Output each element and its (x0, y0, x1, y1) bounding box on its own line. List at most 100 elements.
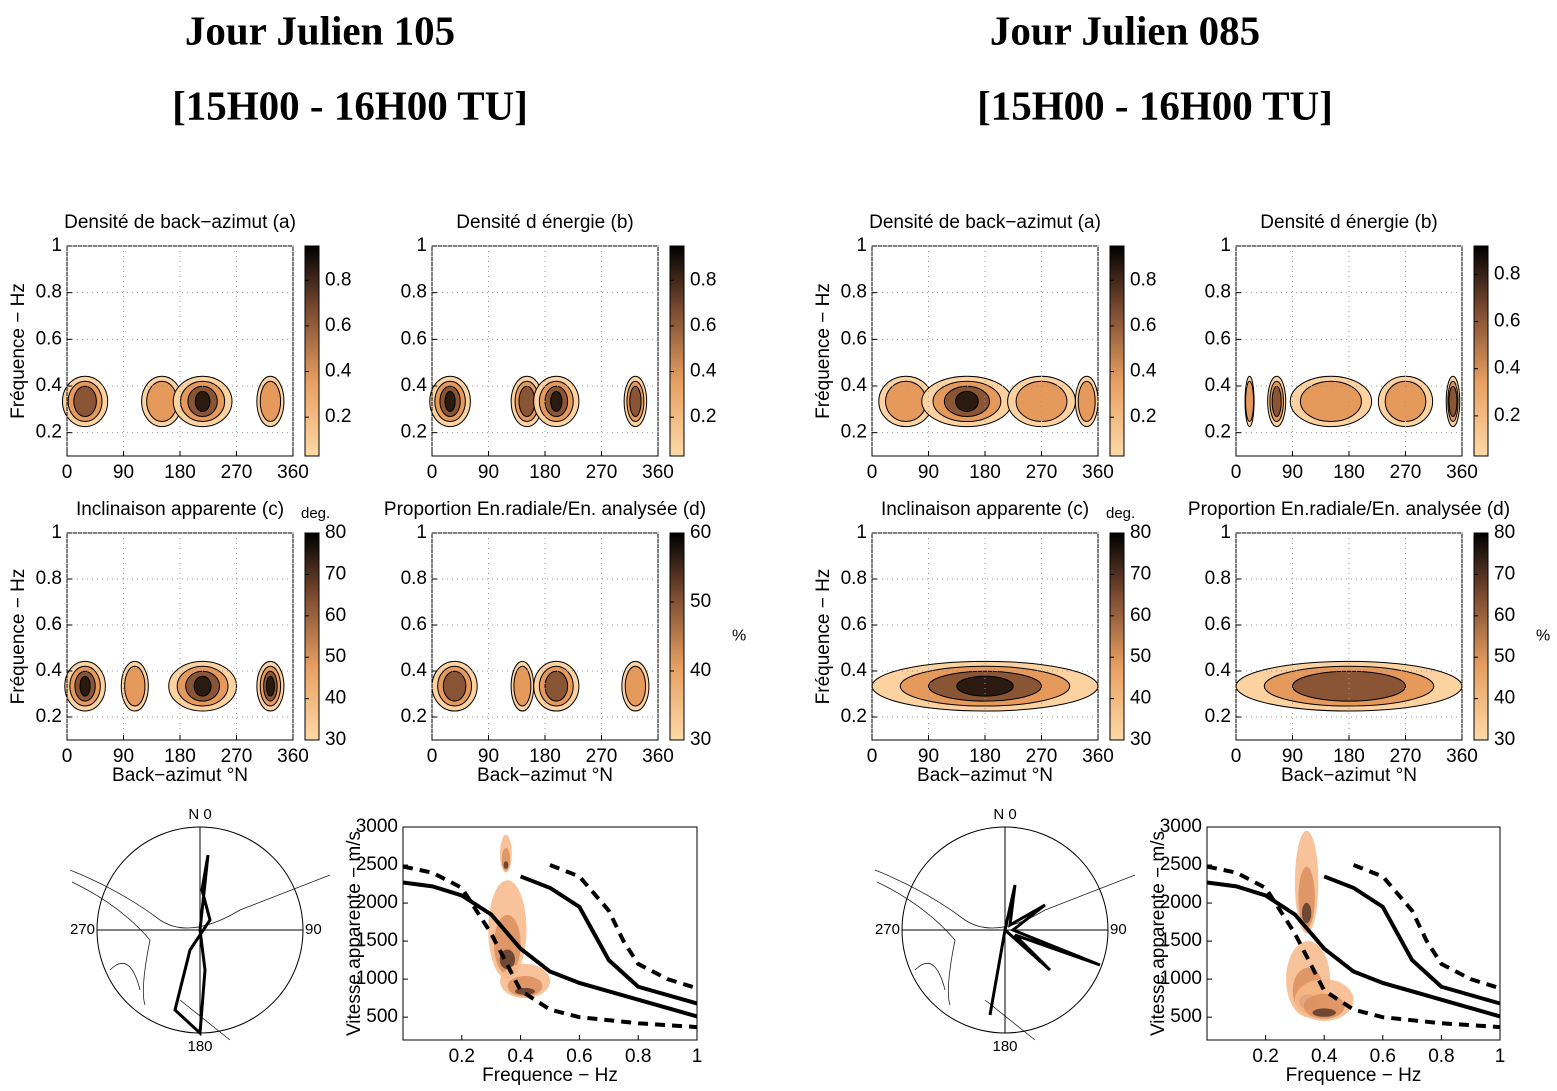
colorbar-tick-label: 40 (690, 660, 711, 681)
density-layer (1286, 830, 1354, 1021)
curve (1323, 874, 1501, 1006)
y-tick-label: 2500 (1160, 854, 1202, 875)
contour (518, 385, 536, 418)
contour (146, 380, 178, 423)
y-tick-label: 0.8 (401, 282, 427, 303)
y-tick-label: 0.6 (36, 614, 62, 635)
colorbar-label: % (732, 628, 746, 645)
chart-title: Densité d énergie (b) (1260, 212, 1437, 233)
y-tick-label: 1 (416, 235, 427, 256)
x-tick-label: 0.2 (449, 1046, 475, 1067)
chart-title: Proportion En.radiale/En. analysée (d) (384, 499, 706, 520)
curve (402, 864, 698, 1030)
y-tick-label: 0.6 (1205, 328, 1231, 349)
contour (885, 380, 927, 423)
colorbar-tick-label: 0.6 (690, 315, 716, 336)
x-tick-label: 0.8 (1428, 1046, 1454, 1067)
colorbar-tick-label: 80 (1130, 522, 1151, 543)
contour (193, 675, 212, 697)
colorbar-tick-label: 70 (1494, 563, 1515, 584)
y-tick-label: 2500 (356, 854, 398, 875)
y-tick-label: 0.4 (1205, 375, 1232, 396)
chart-title: Inclinaison apparente (c) (881, 499, 1089, 520)
y-tick-label: 0.2 (36, 422, 62, 443)
x-tick-label: 360 (642, 746, 674, 767)
colorbar-tick-label: 30 (1494, 729, 1515, 750)
coastline (69, 869, 331, 1041)
heading-subtitle: [15H00 - 16H00 TU] (172, 82, 528, 128)
x-tick-label: 180 (1333, 462, 1365, 483)
contour (1077, 380, 1096, 423)
y-axis-label: Fréquence − Hz (813, 283, 834, 419)
y-tick-label: 1500 (1160, 930, 1202, 951)
y-tick-label: 0.8 (1205, 282, 1231, 303)
colorbar-tick-label: 50 (690, 591, 711, 612)
contour (1448, 385, 1458, 418)
contour (1299, 380, 1362, 423)
y-tick-label: 0.8 (36, 282, 62, 303)
x-axis-label: Back−azimut °N (917, 765, 1053, 786)
x-tick-label: 180 (529, 462, 561, 483)
y-tick-label: 0.4 (401, 375, 428, 396)
x-tick-label: 270 (1026, 462, 1058, 483)
y-tick-label: 0.2 (841, 706, 867, 727)
contour-layer (1244, 375, 1461, 428)
contour-layer (429, 375, 648, 428)
curve (402, 880, 698, 1019)
y-tick-label: 0.6 (1205, 614, 1231, 635)
colorbar-tick-label: 0.8 (690, 269, 716, 290)
colorbar-tick-label: 80 (1494, 522, 1515, 543)
x-tick-label: 90 (918, 746, 939, 767)
rose (988, 884, 1101, 1016)
colorbar (1473, 532, 1489, 741)
density-blob (1301, 902, 1312, 924)
y-tick-label: 0.8 (841, 282, 867, 303)
x-tick-label: 270 (586, 746, 618, 767)
curve (1352, 863, 1501, 991)
y-tick-label: 0.8 (401, 568, 427, 589)
y-axis-label: Fréquence − Hz (8, 283, 29, 419)
curve (549, 863, 698, 991)
colorbar-label: deg. (301, 505, 330, 522)
y-tick-label: 0.4 (841, 375, 868, 396)
x-tick-label: 1 (692, 1046, 703, 1067)
x-tick-label: 0 (1231, 746, 1242, 767)
colorbar (1109, 245, 1125, 457)
y-tick-label: 1000 (356, 968, 398, 989)
x-tick-label: 180 (164, 462, 196, 483)
y-axis-label: Fréquence − Hz (8, 569, 29, 705)
colorbar-tick-label: 70 (325, 563, 346, 584)
colorbar-tick-label: 0.4 (325, 361, 352, 382)
x-tick-label: 0.6 (566, 1046, 592, 1067)
x-tick-label: 180 (969, 462, 1001, 483)
y-tick-label: 1 (51, 235, 62, 256)
contour (1292, 670, 1406, 702)
chart-title: Inclinaison apparente (c) (76, 499, 284, 520)
x-axis-label: Back−azimut °N (477, 765, 613, 786)
y-tick-label: 0.2 (36, 706, 62, 727)
y-tick-label: 0.6 (841, 614, 867, 635)
y-tick-label: 1 (416, 522, 427, 543)
x-tick-label: 360 (1446, 462, 1478, 483)
colorbar-tick-label: 0.8 (1494, 263, 1520, 284)
x-tick-label: 0 (62, 462, 73, 483)
x-tick-label: 90 (478, 746, 499, 767)
colorbar-tick-label: 30 (690, 729, 711, 750)
x-tick-label: 360 (277, 746, 309, 767)
contour (624, 665, 647, 707)
colorbar-tick-label: 40 (1494, 688, 1515, 709)
colorbar-tick-label: 0.4 (690, 361, 717, 382)
colorbar-tick-label: 80 (325, 522, 346, 543)
x-tick-label: 360 (1082, 462, 1114, 483)
x-tick-label: 270 (221, 462, 253, 483)
x-axis-label: Back−azimut °N (1281, 765, 1417, 786)
polar-label: 180 (187, 1038, 212, 1055)
x-tick-label: 360 (642, 462, 674, 483)
contour (1271, 385, 1282, 418)
contour (955, 390, 979, 412)
contour (73, 385, 97, 418)
y-tick-label: 500 (366, 1006, 398, 1027)
chart-title: Densité d énergie (b) (456, 212, 633, 233)
y-tick-label: 3000 (1160, 816, 1202, 837)
colorbar-tick-label: 30 (1130, 729, 1151, 750)
